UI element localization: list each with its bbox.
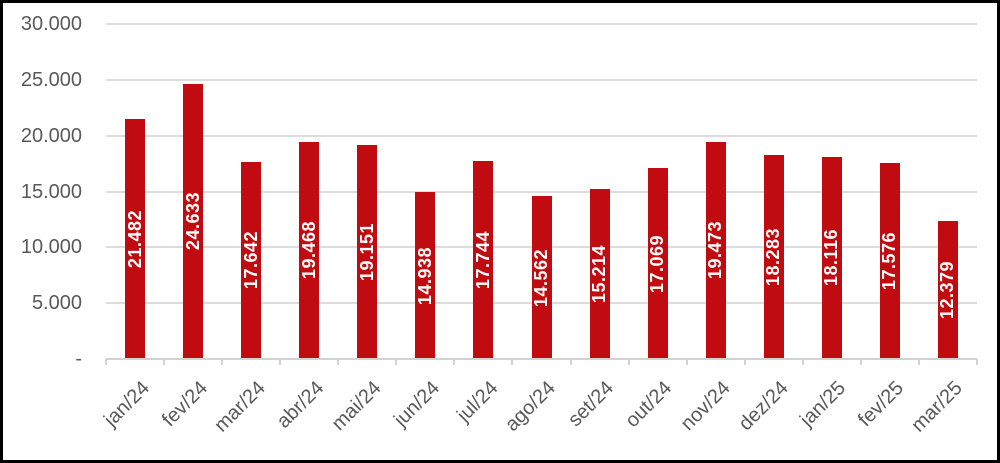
x-axis-tick [685, 359, 688, 365]
y-axis-label: 10.000 [20, 236, 82, 259]
bar: 17.576 [879, 162, 900, 359]
bar-value-label: 19.151 [356, 223, 377, 282]
bar-value-label: 24.633 [182, 192, 203, 251]
x-axis-label: jun/24 [389, 377, 444, 432]
x-axis-tick [917, 359, 920, 365]
bar: 19.468 [298, 141, 320, 359]
x-axis-label: fev/24 [157, 377, 212, 432]
gridline [106, 78, 977, 81]
bar: 14.938 [414, 192, 436, 359]
x-axis-tick [859, 359, 862, 365]
bar: 24.633 [182, 83, 204, 359]
x-axis-tick [221, 359, 224, 365]
bar-value-label: 19.473 [705, 221, 726, 280]
x-axis-label: mai/24 [327, 377, 386, 436]
bar: 15.214 [589, 189, 610, 359]
x-axis-label: out/24 [621, 377, 677, 432]
bar-value-label: 19.468 [298, 221, 319, 280]
x-axis-tick [976, 359, 978, 365]
x-axis-label: fev/25 [854, 377, 909, 432]
x-axis-tick [395, 359, 398, 365]
y-axis-label: - [75, 348, 82, 370]
x-axis-tick [743, 359, 746, 365]
y-axis-label: 15.000 [20, 180, 82, 203]
x-axis-label: abr/24 [272, 377, 328, 433]
x-axis-tick [569, 359, 572, 365]
x-axis-label: nov/24 [676, 377, 735, 436]
bar-value-label: 17.744 [472, 230, 493, 289]
bar: 17.744 [472, 160, 494, 359]
x-axis-tick [337, 359, 340, 365]
x-axis-tick [163, 359, 166, 365]
bar-value-label: 15.214 [589, 245, 610, 304]
x-axis-label: jan/24 [99, 377, 154, 432]
y-axis-label: 20.000 [20, 124, 82, 147]
y-axis-label: 25.000 [20, 68, 82, 91]
gridline [106, 23, 977, 25]
bar: 14.562 [531, 196, 552, 359]
bar: 19.151 [356, 145, 378, 359]
bar-chart: 30.000 25.000 20.000 15.000 10.000 5.000 - 21.… [3, 3, 997, 460]
bar-value-label: 17.576 [879, 231, 900, 290]
bar-value-label: 17.642 [240, 231, 261, 290]
x-axis-tick [627, 359, 630, 365]
x-axis-label: mar/25 [906, 377, 967, 437]
bar: 17.642 [240, 161, 262, 359]
bar: 12.379 [937, 220, 958, 359]
bar-value-label: 18.116 [821, 229, 842, 287]
bar: 18.283 [763, 154, 784, 359]
x-axis-tick [453, 359, 456, 365]
bar-value-label: 18.283 [763, 227, 784, 286]
x-axis-tick [105, 359, 107, 365]
bar: 18.116 [821, 156, 842, 359]
gridline [106, 190, 977, 193]
bar: 21.482 [124, 119, 146, 359]
x-axis-label: mar/24 [210, 377, 270, 437]
x-axis-label: jan/25 [796, 377, 851, 432]
bar-value-label: 14.562 [531, 248, 551, 307]
bar-value-label: 14.938 [414, 246, 435, 305]
gridline [106, 134, 977, 137]
x-axis-line [106, 358, 977, 360]
x-axis-tick [279, 359, 282, 365]
bar: 17.069 [647, 168, 668, 359]
y-axis-label: 5.000 [31, 292, 82, 315]
x-axis-tick [801, 359, 804, 365]
x-axis-label: dez/24 [734, 377, 793, 436]
bar-value-label: 17.069 [647, 234, 668, 293]
x-axis-label: ago/24 [501, 377, 561, 436]
bar: 19.473 [705, 141, 726, 359]
bar-value-label: 21.482 [124, 210, 145, 269]
bar-value-label: 12.379 [937, 260, 958, 319]
x-axis-label: set/24 [564, 377, 619, 432]
x-axis-tick [511, 359, 514, 365]
x-axis-label: jul/24 [452, 377, 502, 427]
y-axis-label: 30.000 [20, 13, 82, 35]
